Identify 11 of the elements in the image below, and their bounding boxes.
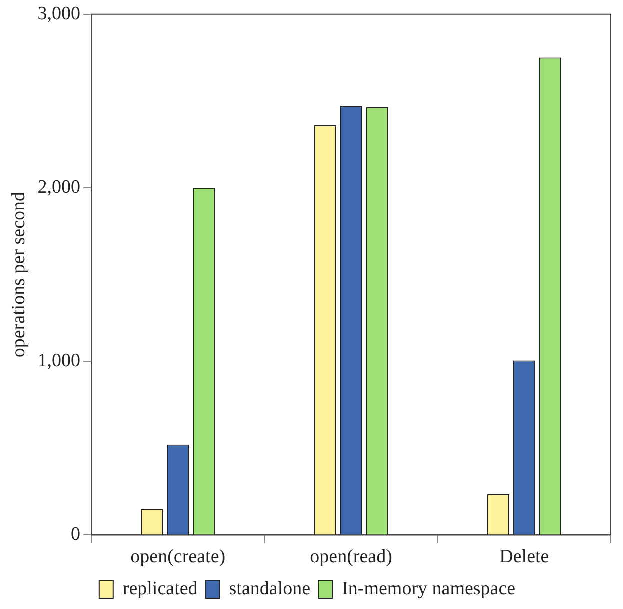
- y-tick-label: 3,000: [38, 3, 81, 24]
- x-tick-label: open(create): [130, 546, 226, 568]
- legend-label: replicated: [122, 578, 198, 600]
- legend-label: In-memory namespace: [342, 578, 516, 600]
- y-axis-title: operations per second: [8, 191, 30, 358]
- legend-label: standalone: [229, 578, 311, 600]
- y-tick-label: 0: [71, 524, 81, 546]
- x-tick-label: Delete: [500, 546, 550, 568]
- x-tick-label: open(read): [310, 546, 392, 568]
- y-tick-label: 1,000: [38, 350, 81, 372]
- y-tick-label: 2,000: [38, 176, 81, 198]
